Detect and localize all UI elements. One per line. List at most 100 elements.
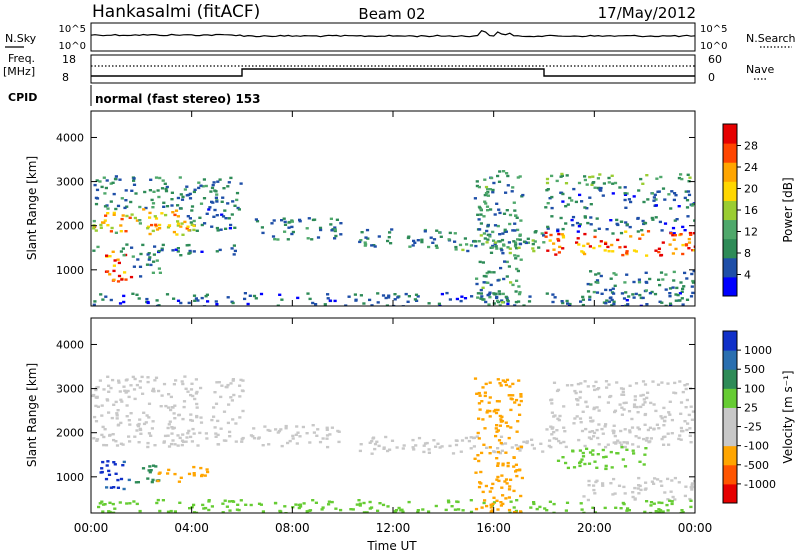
range-cell xyxy=(561,227,565,231)
range-cell xyxy=(604,380,609,383)
range-cell xyxy=(623,198,627,202)
range-cell xyxy=(663,435,667,438)
range-cell xyxy=(578,464,582,468)
range-cell xyxy=(622,502,626,506)
range-cell xyxy=(190,419,194,422)
range-cell xyxy=(625,192,629,195)
range-cell xyxy=(513,254,517,257)
range-cell xyxy=(161,179,165,182)
range-cell xyxy=(116,424,120,427)
range-cell xyxy=(633,398,637,402)
range-cell xyxy=(680,290,684,293)
range-cell xyxy=(476,454,480,457)
range-cell xyxy=(516,269,520,273)
range-cell xyxy=(562,426,566,429)
range-cell xyxy=(144,206,148,210)
range-cell xyxy=(177,413,181,417)
range-cell xyxy=(319,228,323,232)
beam-title: Beam 02 xyxy=(358,5,425,23)
range-cell xyxy=(491,230,495,234)
range-cell xyxy=(211,183,215,187)
range-cell xyxy=(620,292,624,295)
range-cell xyxy=(119,250,123,253)
range-cell xyxy=(479,208,483,211)
range-cell xyxy=(666,432,670,435)
range-cell xyxy=(581,410,585,413)
range-cell xyxy=(605,299,609,302)
range-cell xyxy=(551,293,555,296)
range-cell xyxy=(224,217,228,220)
range-cell xyxy=(517,285,521,288)
range-cell xyxy=(207,208,211,211)
range-cell xyxy=(529,506,533,509)
range-cell xyxy=(646,198,650,201)
range-cell xyxy=(604,288,608,292)
range-cell xyxy=(676,293,680,297)
range-cell xyxy=(577,181,582,185)
range-cell xyxy=(131,292,135,295)
range-cell xyxy=(624,206,628,209)
range-cell xyxy=(205,437,209,440)
range-cell xyxy=(500,449,504,452)
range-cell xyxy=(299,505,303,508)
range-cell xyxy=(294,433,298,436)
range-cell xyxy=(546,227,550,230)
range-cell xyxy=(505,378,510,382)
range-cell xyxy=(227,217,231,220)
range-cell xyxy=(145,297,149,301)
range-cell xyxy=(504,230,508,233)
range-cell xyxy=(675,286,679,290)
range-cell xyxy=(672,270,676,274)
range-cell xyxy=(151,387,156,391)
range-cell xyxy=(679,281,683,284)
range-cell xyxy=(485,411,489,414)
range-cell xyxy=(200,474,204,478)
range-cell xyxy=(542,234,546,237)
range-cell xyxy=(505,275,509,278)
range-cell xyxy=(689,499,693,502)
range-cell xyxy=(171,211,175,214)
range-cell xyxy=(411,244,415,247)
range-cell xyxy=(636,445,640,448)
range-cell xyxy=(155,259,159,262)
range-cell xyxy=(307,217,311,220)
range-cell xyxy=(636,411,640,414)
range-cell xyxy=(612,300,616,303)
range-cell xyxy=(610,174,614,177)
range-cell xyxy=(112,486,116,489)
range-cell xyxy=(412,448,416,451)
range-cell xyxy=(495,430,499,433)
range-cell xyxy=(279,510,283,513)
range-cell xyxy=(171,439,175,442)
range-cell xyxy=(687,193,692,197)
range-cell xyxy=(479,213,483,216)
range-cell xyxy=(672,198,676,202)
range-cell xyxy=(435,229,439,232)
range-cell xyxy=(497,479,501,483)
range-cell xyxy=(185,244,189,247)
range-cell xyxy=(493,242,497,245)
range-cell xyxy=(325,428,329,431)
range-cell xyxy=(311,301,315,305)
range-cell xyxy=(515,279,519,282)
range-cell xyxy=(491,244,495,248)
range-cell xyxy=(465,243,469,246)
range-cell xyxy=(658,510,662,513)
range-cell xyxy=(519,393,523,396)
range-cell xyxy=(681,287,685,291)
range-cell xyxy=(248,294,252,297)
range-cell xyxy=(107,384,111,387)
range-cell xyxy=(362,501,366,505)
range-cell xyxy=(593,460,597,463)
range-cell xyxy=(454,245,458,249)
range-cell xyxy=(121,214,125,217)
range-cell xyxy=(256,437,261,440)
range-cell xyxy=(166,434,170,437)
range-cell xyxy=(571,215,576,219)
range-cell xyxy=(320,508,324,511)
range-cell xyxy=(642,200,646,204)
range-cell xyxy=(231,200,235,203)
xtick-label: 16:00 xyxy=(476,521,511,535)
range-cell xyxy=(485,446,489,449)
range-cell xyxy=(652,403,656,406)
